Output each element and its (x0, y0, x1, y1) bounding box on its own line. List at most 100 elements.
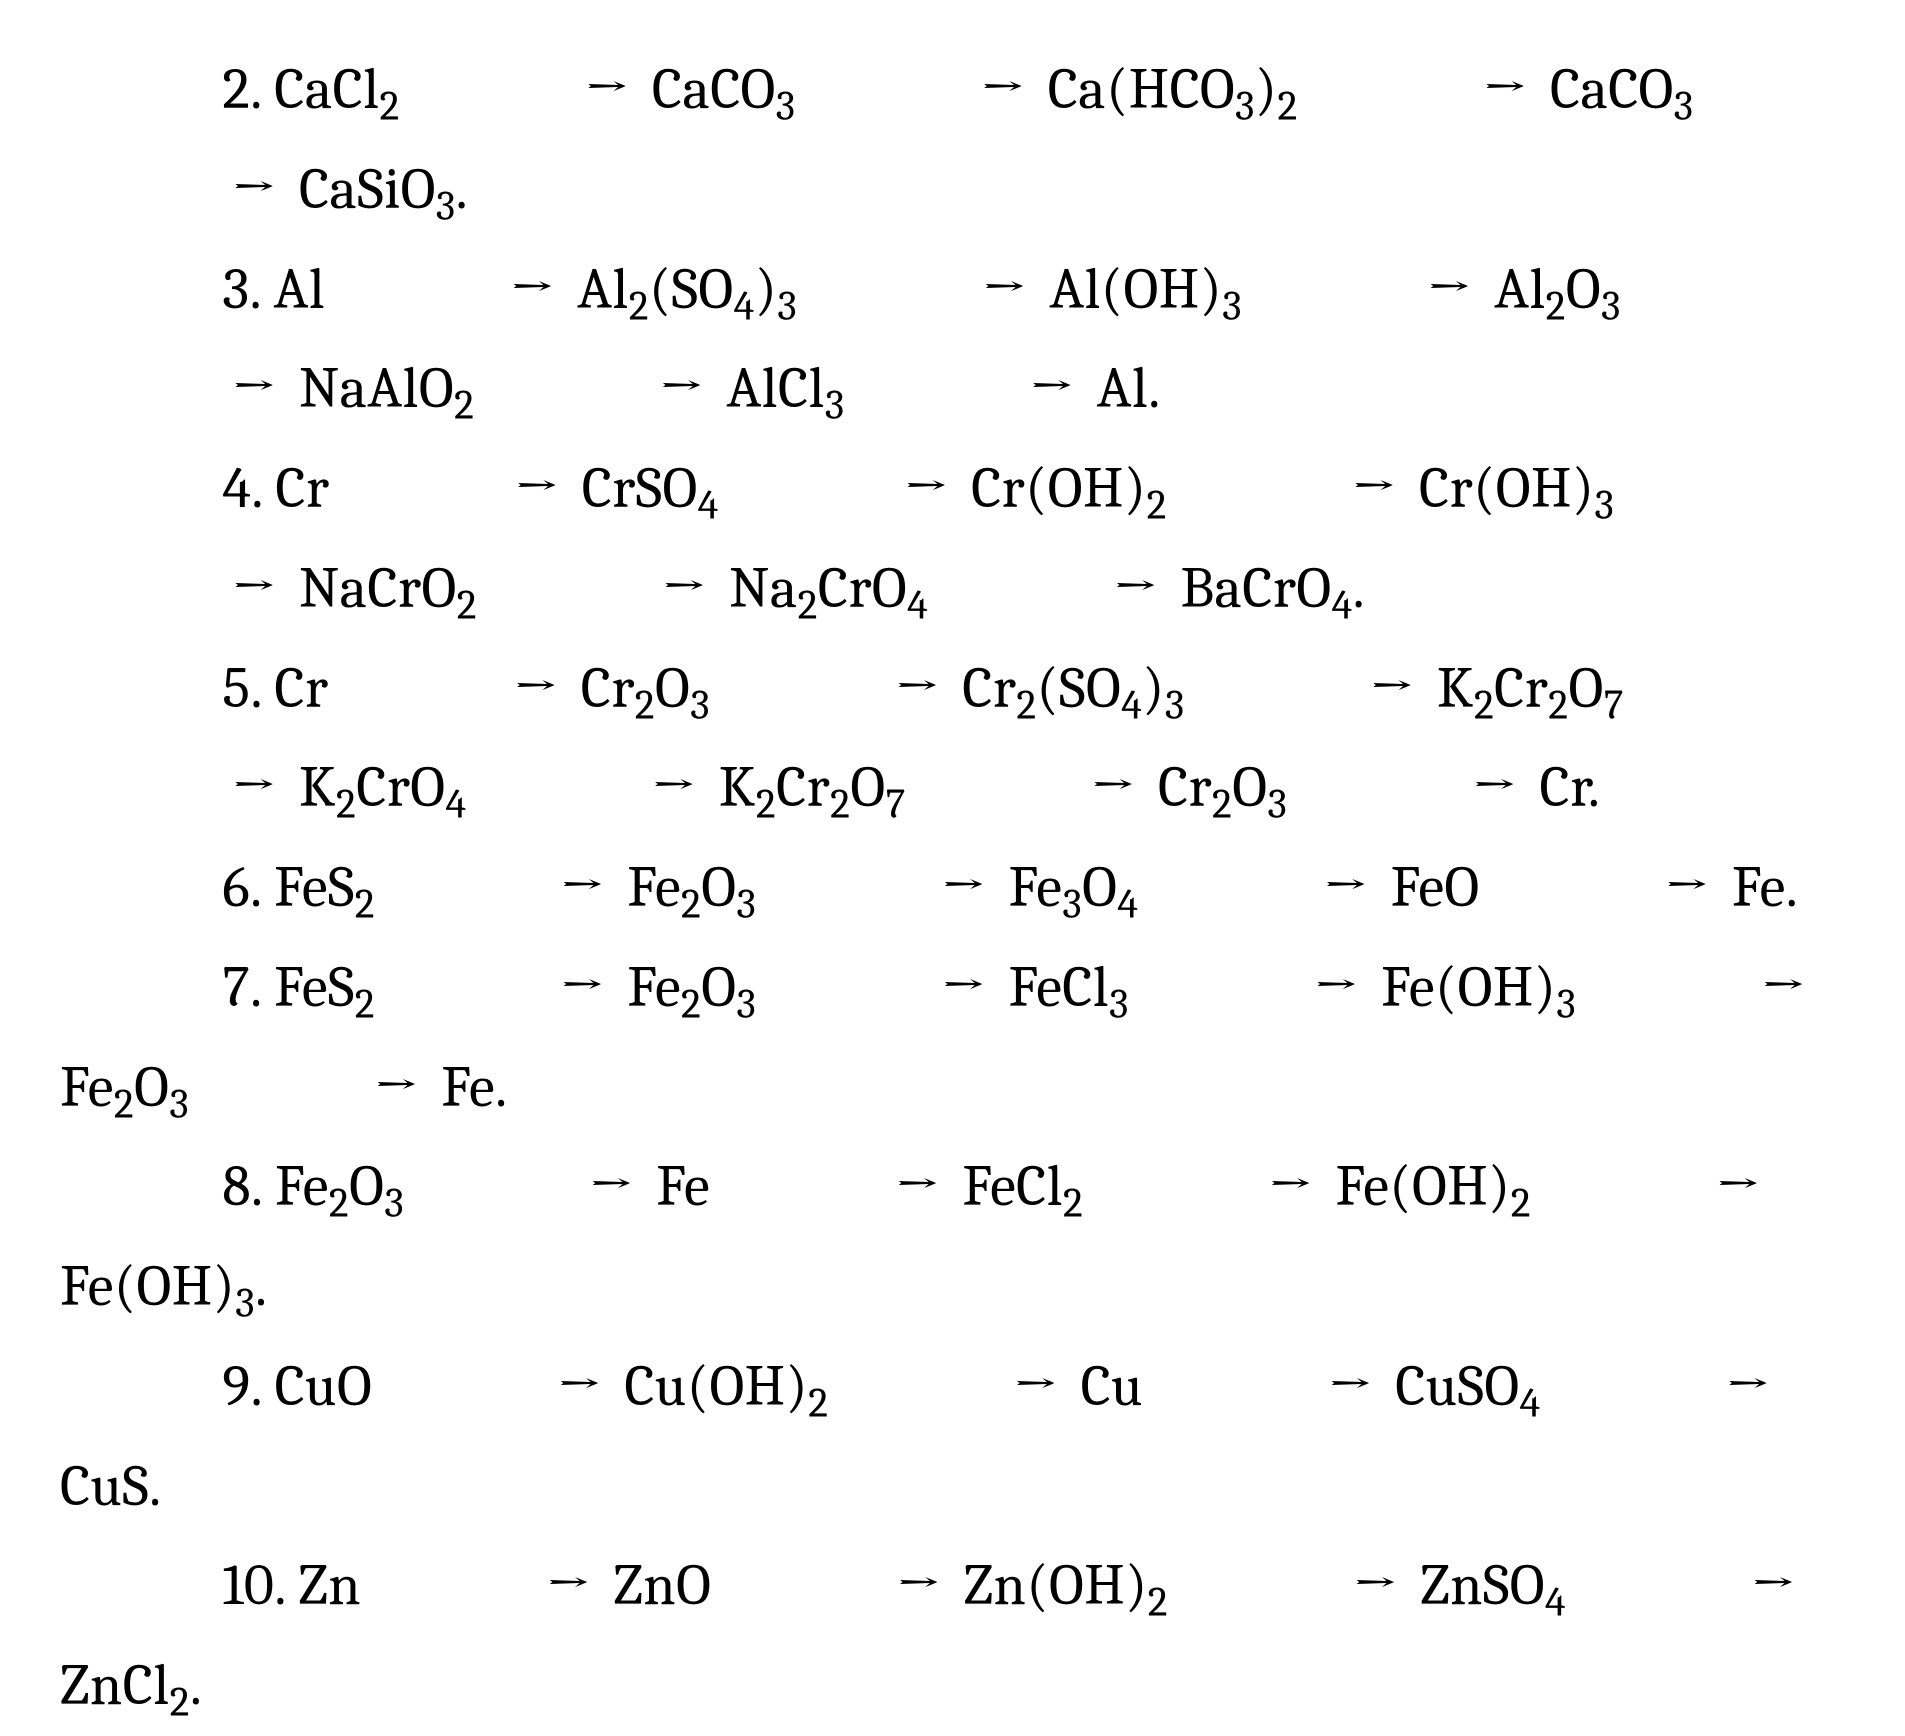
exercise-item-6: 6. FeS2 → Fe2O3 → Fe3O4 → FeO → Fe. (60, 838, 1845, 938)
exercise-item-8: 8. Fe2O3 → Fe → FeCl2 → Fe(OH)2 → Fe(OH)… (60, 1137, 1845, 1337)
formula: Ca(HCO3)2 (1048, 56, 1298, 123)
formula: Cr (275, 455, 329, 522)
arrow-icon: → (723, 1137, 949, 1237)
formula: Cr(OH)2 (971, 455, 1167, 522)
exercise-item-10: 10. Zn → ZnO → Zn(OH)2 → ZnSO4 → ZnCl2. (60, 1536, 1845, 1736)
arrow-icon: → (388, 938, 614, 1038)
formula: Fe2O3 (60, 1054, 189, 1121)
arrow-icon: → (770, 938, 996, 1038)
formula: NaCrO2 (299, 555, 477, 622)
item-number: 9. (222, 1353, 261, 1420)
arrow-icon: → (1097, 1137, 1323, 1237)
item-number: 7. (222, 954, 260, 1021)
formula: CrSO4 (582, 455, 719, 522)
formula: Al(OH)3 (1049, 256, 1242, 323)
exercise-item-5: 5. Cr → Cr2O3 → Cr2(SO4)3 → K2Cr2O7 → K2… (60, 639, 1845, 839)
arrow-icon: → (941, 539, 1167, 639)
formula: Fe2O3 (627, 854, 756, 921)
arrow-icon: → (842, 1337, 1068, 1437)
arrow-icon: → (1181, 1536, 1407, 1636)
formula: AlCl3 (727, 355, 845, 422)
arrow-icon: → (725, 1536, 951, 1636)
formula: ZnO (613, 1552, 711, 1619)
formula: K2Cr2O7 (1437, 655, 1624, 722)
arrow-icon: → (1554, 1337, 1780, 1437)
formula: CaCO3 (652, 56, 796, 123)
arrow-icon: → (488, 339, 714, 439)
arrow-icon: → (1493, 838, 1719, 938)
arrow-icon: → (480, 738, 706, 838)
formula: NaAlO2 (299, 355, 474, 422)
formula: ZnCl2 (60, 1652, 190, 1719)
arrow-icon: → (1311, 40, 1537, 140)
formula: Cr2O3 (1158, 754, 1287, 821)
arrow-icon: → (770, 838, 996, 938)
item-number: 6. (222, 854, 260, 921)
exercise-list: 2. CaCl2 → CaCO3 → Ca(HCO3)2 → CaCO3 → C… (60, 40, 1845, 1736)
formula: K2Cr2O7 (719, 754, 906, 821)
formula: CuSO4 (1395, 1353, 1540, 1420)
formula: Al (1097, 355, 1148, 422)
arrow-icon: → (385, 1337, 611, 1437)
arrow-icon: → (374, 1536, 600, 1636)
arrow-icon: → (413, 40, 639, 140)
formula: Cr(OH)3 (1419, 455, 1614, 522)
arrow-icon: → (202, 1038, 428, 1138)
formula: Fe (1732, 854, 1786, 921)
arrow-icon: → (809, 40, 1035, 140)
formula: Na2CrO4 (729, 555, 928, 622)
arrow-icon: → (919, 738, 1145, 838)
arrow-icon: → (1544, 1137, 1770, 1237)
formula: Al2(SO4)3 (577, 256, 797, 323)
formula: ZnSO4 (1420, 1552, 1566, 1619)
arrow-icon: → (1579, 1536, 1805, 1636)
arrow-icon: → (810, 240, 1036, 340)
arrow-icon: → (342, 639, 568, 739)
formula: FeS2 (274, 854, 375, 921)
terminal-punct: . (149, 1453, 161, 1520)
exercise-item-3: 3. Al → Al2(SO4)3 → Al(OH)3 → Al2O3 → Na… (60, 240, 1845, 440)
arrow-icon: → (60, 539, 286, 639)
formula: CuS (60, 1453, 149, 1520)
formula: Al2O3 (1494, 256, 1621, 323)
arrow-icon: → (60, 339, 286, 439)
formula: Cr (274, 655, 328, 722)
terminal-punct: . (1588, 754, 1600, 821)
formula: Fe2O3 (627, 954, 756, 1021)
arrow-icon: → (338, 240, 564, 340)
item-number: 5. (222, 655, 261, 722)
formula: BaCrO4 (1180, 555, 1352, 622)
terminal-punct: . (190, 1652, 202, 1719)
formula: CaSiO3 (299, 156, 456, 223)
arrow-icon: → (1255, 240, 1481, 340)
formula: FeCl2 (962, 1153, 1083, 1220)
formula: Fe (441, 1054, 495, 1121)
formula: Fe(OH)2 (1335, 1153, 1530, 1220)
formula: CaCl2 (274, 56, 399, 123)
formula: Fe3O4 (1008, 854, 1138, 921)
item-number: 2. (222, 56, 261, 123)
terminal-punct: . (495, 1054, 507, 1121)
terminal-punct: . (456, 156, 468, 223)
arrow-icon: → (490, 539, 716, 639)
item-number: 8. (222, 1153, 261, 1220)
arrow-icon: → (60, 140, 286, 240)
item-number: 10. (222, 1552, 285, 1619)
arrow-icon: → (1156, 1337, 1382, 1437)
formula: Cr2(SO4)3 (962, 655, 1184, 722)
formula: Al (274, 256, 325, 323)
arrow-icon: → (1180, 439, 1406, 539)
arrow-icon: → (1589, 938, 1815, 1038)
formula: Cu (1081, 1353, 1143, 1420)
formula: K2CrO4 (299, 754, 467, 821)
arrow-icon: → (1198, 639, 1424, 739)
formula: CuO (275, 1353, 373, 1420)
arrow-icon: → (1142, 938, 1368, 1038)
arrow-icon: → (60, 738, 286, 838)
item-number: 3. (222, 256, 260, 323)
arrow-icon: → (858, 339, 1084, 439)
terminal-punct: . (1353, 555, 1365, 622)
formula: Zn (298, 1552, 361, 1619)
terminal-punct: . (1148, 355, 1160, 422)
exercise-item-4: 4. Cr → CrSO4 → Cr(OH)2 → Cr(OH)3 → NaCr… (60, 439, 1845, 639)
